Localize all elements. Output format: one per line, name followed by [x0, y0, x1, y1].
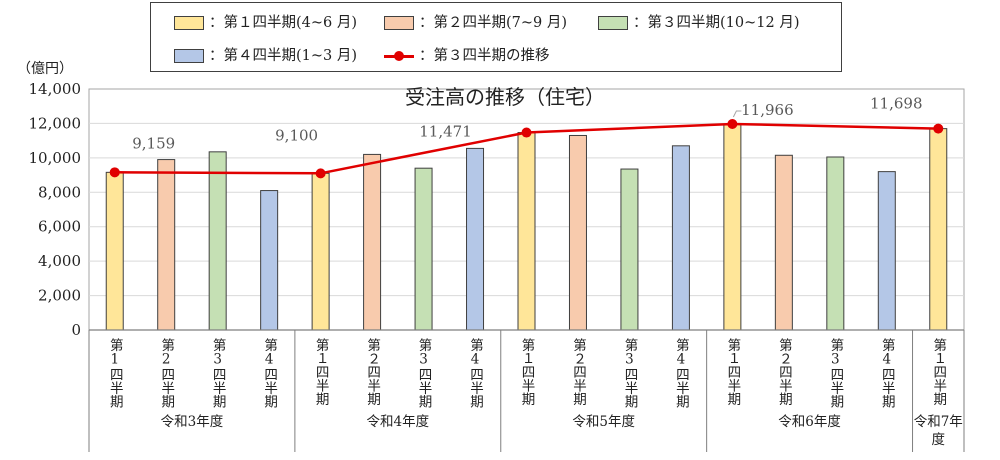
category-label: 第3四半期: [621, 338, 638, 408]
category-label: 第3四半期: [827, 338, 844, 408]
data-label-leader: [732, 110, 742, 118]
trend-line-layer: [109, 119, 944, 179]
fiscal-year-label: 令和7年度: [913, 414, 963, 448]
category-label: 第4四半期: [672, 338, 689, 408]
text-layer: 受注高の推移（住宅） （億円） 0 2,000 4,000 6,000 8,000 10,…: [17, 61, 923, 339]
y-tick-label: 0: [71, 321, 81, 339]
fiscal-year-label: 令和4年度: [366, 414, 430, 430]
data-label: 9,159: [132, 134, 175, 152]
legend-label-q2: ：第２四半期(7~9 月): [419, 15, 568, 31]
y-tick-label: 14,000: [29, 80, 82, 98]
fiscal-year-label: 令和3年度: [160, 414, 224, 430]
category-label: 第２四半期: [569, 338, 586, 406]
y-tick-label: 6,000: [38, 218, 81, 236]
trend-point: [109, 167, 120, 178]
legend: ：第１四半期(4~6 月) ：第２四半期(7~9 月) ：第３四半期(10~12…: [150, 2, 842, 72]
legend-label-q3: ：第３四半期(10~12 月): [633, 15, 800, 31]
trend-point: [727, 119, 738, 130]
category-label: 第4四半期: [261, 338, 278, 408]
legend-label-q1: ：第１四半期(4~6 月): [209, 15, 358, 31]
bar-layer: [105, 123, 948, 331]
category-label: 第3四半期: [415, 338, 432, 408]
fiscal-year-label: 令和5年度: [572, 414, 635, 430]
data-label: 11,471: [419, 123, 472, 141]
y-tick-label: 10,000: [29, 149, 82, 167]
y-tick-label: 2,000: [38, 287, 81, 305]
category-label: 第1四半期: [106, 338, 123, 408]
category-label: 第１四半期: [312, 338, 329, 406]
category-label: 第１四半期: [518, 338, 535, 406]
chart-title: 受注高の推移（住宅）: [405, 85, 605, 109]
y-tick-label: 4,000: [38, 252, 81, 270]
category-label: 第２四半期: [364, 338, 381, 406]
category-label: 第２四半期: [775, 338, 792, 406]
y-tick-label: 8,000: [38, 183, 81, 201]
trend-point: [521, 127, 532, 138]
category-label: 第3四半期: [209, 338, 226, 408]
legend-label-trend: ：第３四半期の推移: [419, 48, 550, 64]
legend-swatch-q3: [598, 16, 628, 30]
y-axis-unit-label: （億円）: [17, 61, 73, 77]
trend-point: [315, 168, 326, 179]
category-label: 第4四半期: [878, 338, 895, 408]
legend-swatch-q2: [384, 16, 414, 30]
category-label: 第１四半期: [724, 338, 741, 406]
legend-swatch-q1: [174, 16, 204, 30]
legend-marker-dot: [394, 51, 404, 61]
fiscal-year-label: 令和6年度: [778, 414, 841, 430]
y-tick-label: 12,000: [29, 114, 82, 132]
data-label: 9,100: [275, 126, 318, 144]
legend-label-q4: ：第４四半期(1~3 月): [209, 48, 358, 64]
category-label: 第4四半期: [467, 338, 484, 408]
data-label: 11,698: [870, 95, 923, 113]
category-label: 第2四半期: [158, 338, 175, 408]
data-label: 11,966: [741, 101, 794, 119]
trend-point: [933, 123, 944, 134]
legend-swatch-q4: [174, 49, 204, 63]
category-label: 第１四半期: [930, 338, 947, 406]
